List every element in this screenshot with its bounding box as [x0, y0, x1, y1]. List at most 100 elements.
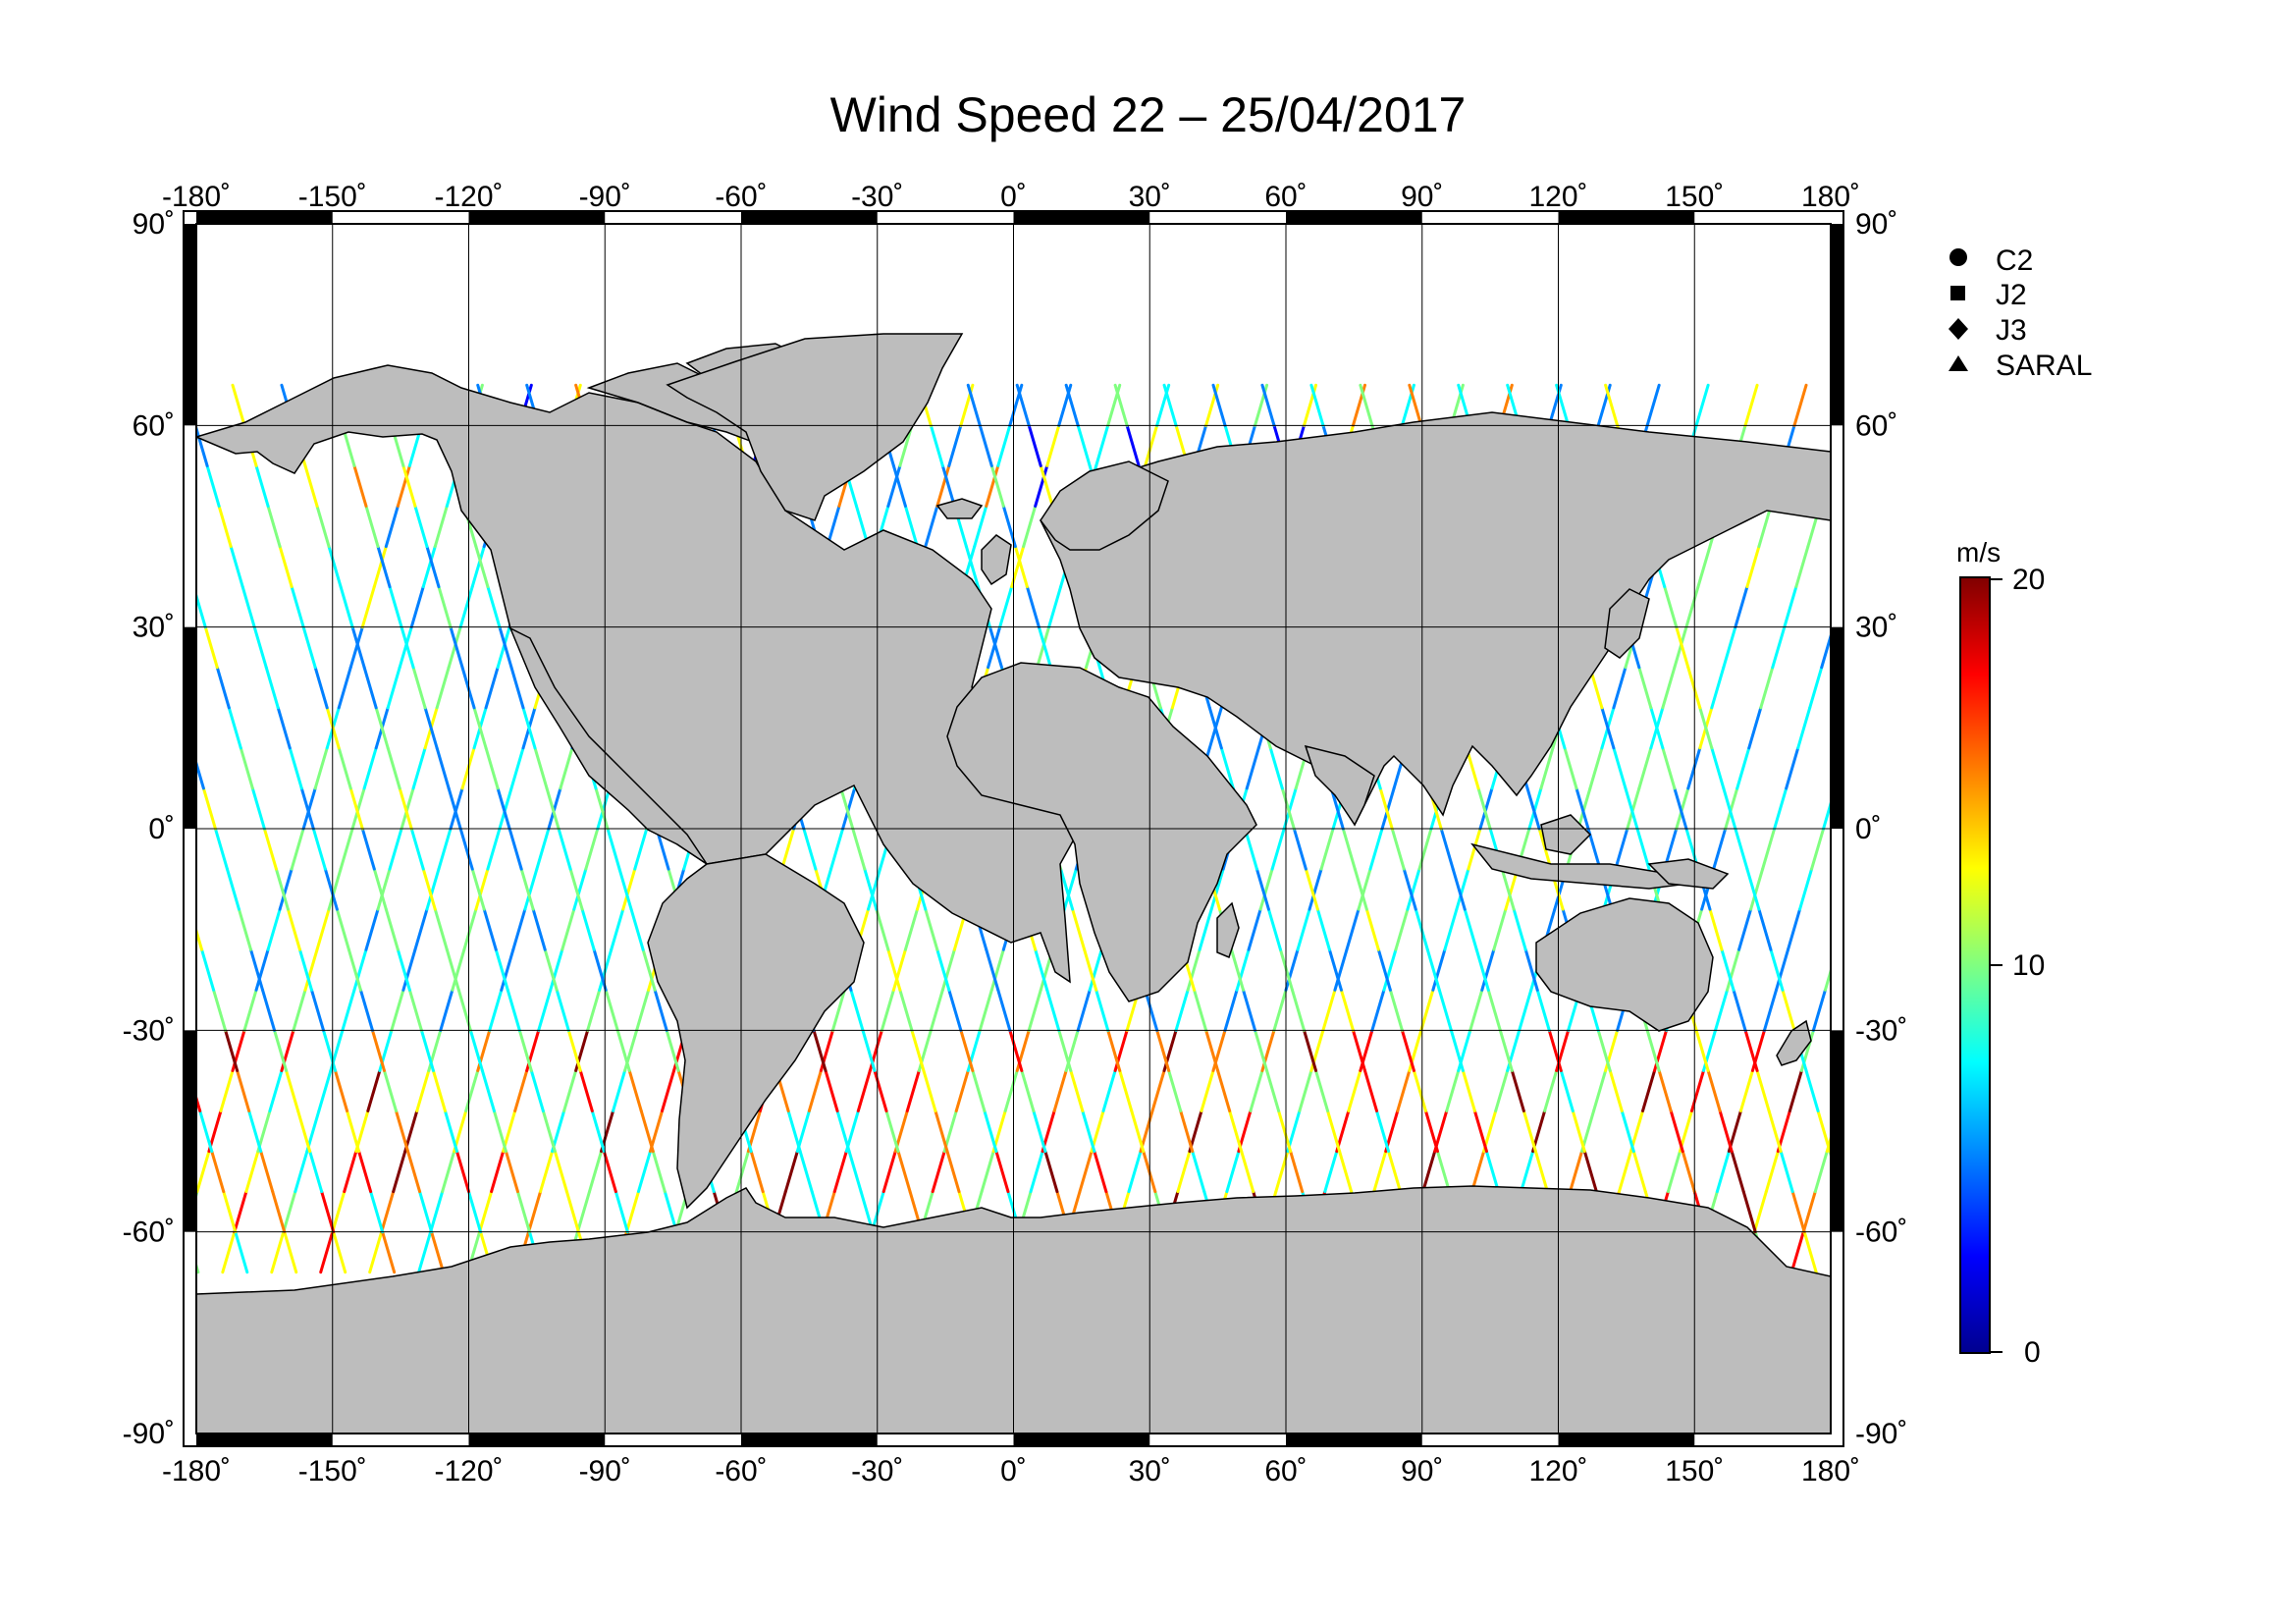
track-segment — [95, 587, 107, 627]
track-segment — [233, 1190, 248, 1234]
track-segment — [339, 827, 354, 871]
track-segment — [1364, 907, 1380, 951]
track-segment — [1162, 383, 1178, 427]
track-segment — [1088, 947, 1103, 992]
lon-tick-label: 0˚ — [1000, 1455, 1027, 1488]
lat-tick-label: 0˚ — [148, 813, 175, 845]
track-segment — [372, 867, 388, 911]
track-segment — [225, 867, 240, 911]
track-segment — [1290, 988, 1306, 1032]
track-segment — [903, 504, 919, 549]
track-segment — [1225, 1150, 1241, 1194]
track-segment — [1249, 1068, 1264, 1112]
track-segment — [973, 504, 988, 549]
track-segment — [1062, 867, 1078, 911]
track-segment — [83, 547, 95, 587]
lon-tick-label: -30˚ — [851, 181, 903, 213]
track-segment — [1113, 383, 1129, 427]
track-segment — [1345, 907, 1361, 951]
track-segment — [1029, 1150, 1044, 1194]
track-segment — [488, 988, 504, 1032]
frame-bar-top — [1013, 211, 1150, 224]
track-segment — [1270, 827, 1286, 871]
track-segment — [217, 504, 233, 549]
track-segment — [989, 947, 1005, 992]
track-segment — [559, 746, 574, 790]
track-segment — [978, 988, 993, 1032]
track-segment — [1781, 988, 1796, 1032]
track-segment — [294, 1150, 309, 1194]
track-segment — [352, 947, 368, 992]
track-segment — [332, 1230, 347, 1274]
track-segment — [988, 625, 1003, 670]
track-segment — [386, 666, 401, 710]
track-segment — [1230, 947, 1246, 992]
track-segment — [1843, 385, 1855, 425]
square-icon — [1950, 286, 1965, 300]
track-segment — [863, 867, 879, 911]
track-segment — [1376, 947, 1392, 992]
track-segment — [1167, 1068, 1183, 1112]
lon-tick-label: 30˚ — [1129, 1455, 1171, 1488]
track-segment — [1649, 706, 1665, 750]
track-segment — [588, 1150, 604, 1194]
frame-bar-left — [184, 1030, 196, 1232]
track-segment — [198, 1109, 214, 1154]
track-segment — [1228, 1109, 1244, 1154]
track-segment — [847, 1150, 863, 1194]
track-segment — [507, 827, 523, 871]
track-segment — [896, 1150, 912, 1194]
track-segment — [1272, 988, 1288, 1032]
track-segment — [547, 786, 562, 831]
track-segment — [320, 1190, 336, 1234]
track-segment — [624, 1190, 640, 1234]
track-segment — [584, 827, 600, 871]
track-segment — [34, 547, 46, 587]
colorbar-min-label: 0 — [2024, 1336, 2041, 1369]
track-segment — [58, 627, 70, 668]
track-segment — [506, 988, 521, 1032]
track-segment — [1661, 666, 1677, 710]
lon-tick-label: 60˚ — [1264, 181, 1307, 213]
track-segment — [415, 1068, 431, 1112]
track-segment — [196, 1150, 211, 1194]
track-segment — [1323, 1150, 1339, 1194]
track-segment — [1127, 1150, 1143, 1194]
track-segment — [72, 506, 83, 546]
track-segment — [215, 666, 231, 710]
track-segment — [262, 827, 278, 871]
track-segment — [1370, 988, 1386, 1032]
track-segment — [392, 1150, 407, 1194]
track-segment — [1266, 907, 1282, 951]
land-africa — [946, 662, 1257, 1002]
track-segment — [1032, 1109, 1047, 1154]
track-segment — [1245, 746, 1260, 790]
lon-tick-label: 150˚ — [1665, 1455, 1724, 1488]
track-segment — [196, 925, 204, 951]
track-segment — [1684, 585, 1700, 629]
track-segment — [1745, 867, 1761, 911]
track-segment — [323, 867, 339, 911]
track-segment — [21, 668, 32, 708]
track-segment — [824, 1068, 839, 1112]
track-segment — [1093, 1150, 1108, 1194]
track-segment — [2089, 385, 2101, 425]
track-segment — [1759, 666, 1775, 710]
frame-bar-right — [1831, 626, 1843, 829]
track-segment — [783, 1150, 799, 1194]
track-segment — [366, 1068, 382, 1112]
lat-tick-label: 30˚ — [1855, 612, 1897, 644]
track-segment — [886, 947, 902, 992]
lon-tick-label: -90˚ — [579, 181, 631, 213]
track-segment — [286, 907, 301, 951]
track-segment — [433, 907, 449, 951]
track-segment — [1979, 425, 1991, 465]
track-segment — [350, 625, 366, 670]
track-segment — [36, 385, 48, 425]
track-segment — [1790, 1190, 1806, 1234]
track-segment — [1995, 708, 2006, 748]
track-segment — [1071, 907, 1087, 951]
track-segment — [360, 585, 376, 629]
track-segment — [431, 1068, 447, 1112]
track-segment — [1576, 786, 1592, 831]
